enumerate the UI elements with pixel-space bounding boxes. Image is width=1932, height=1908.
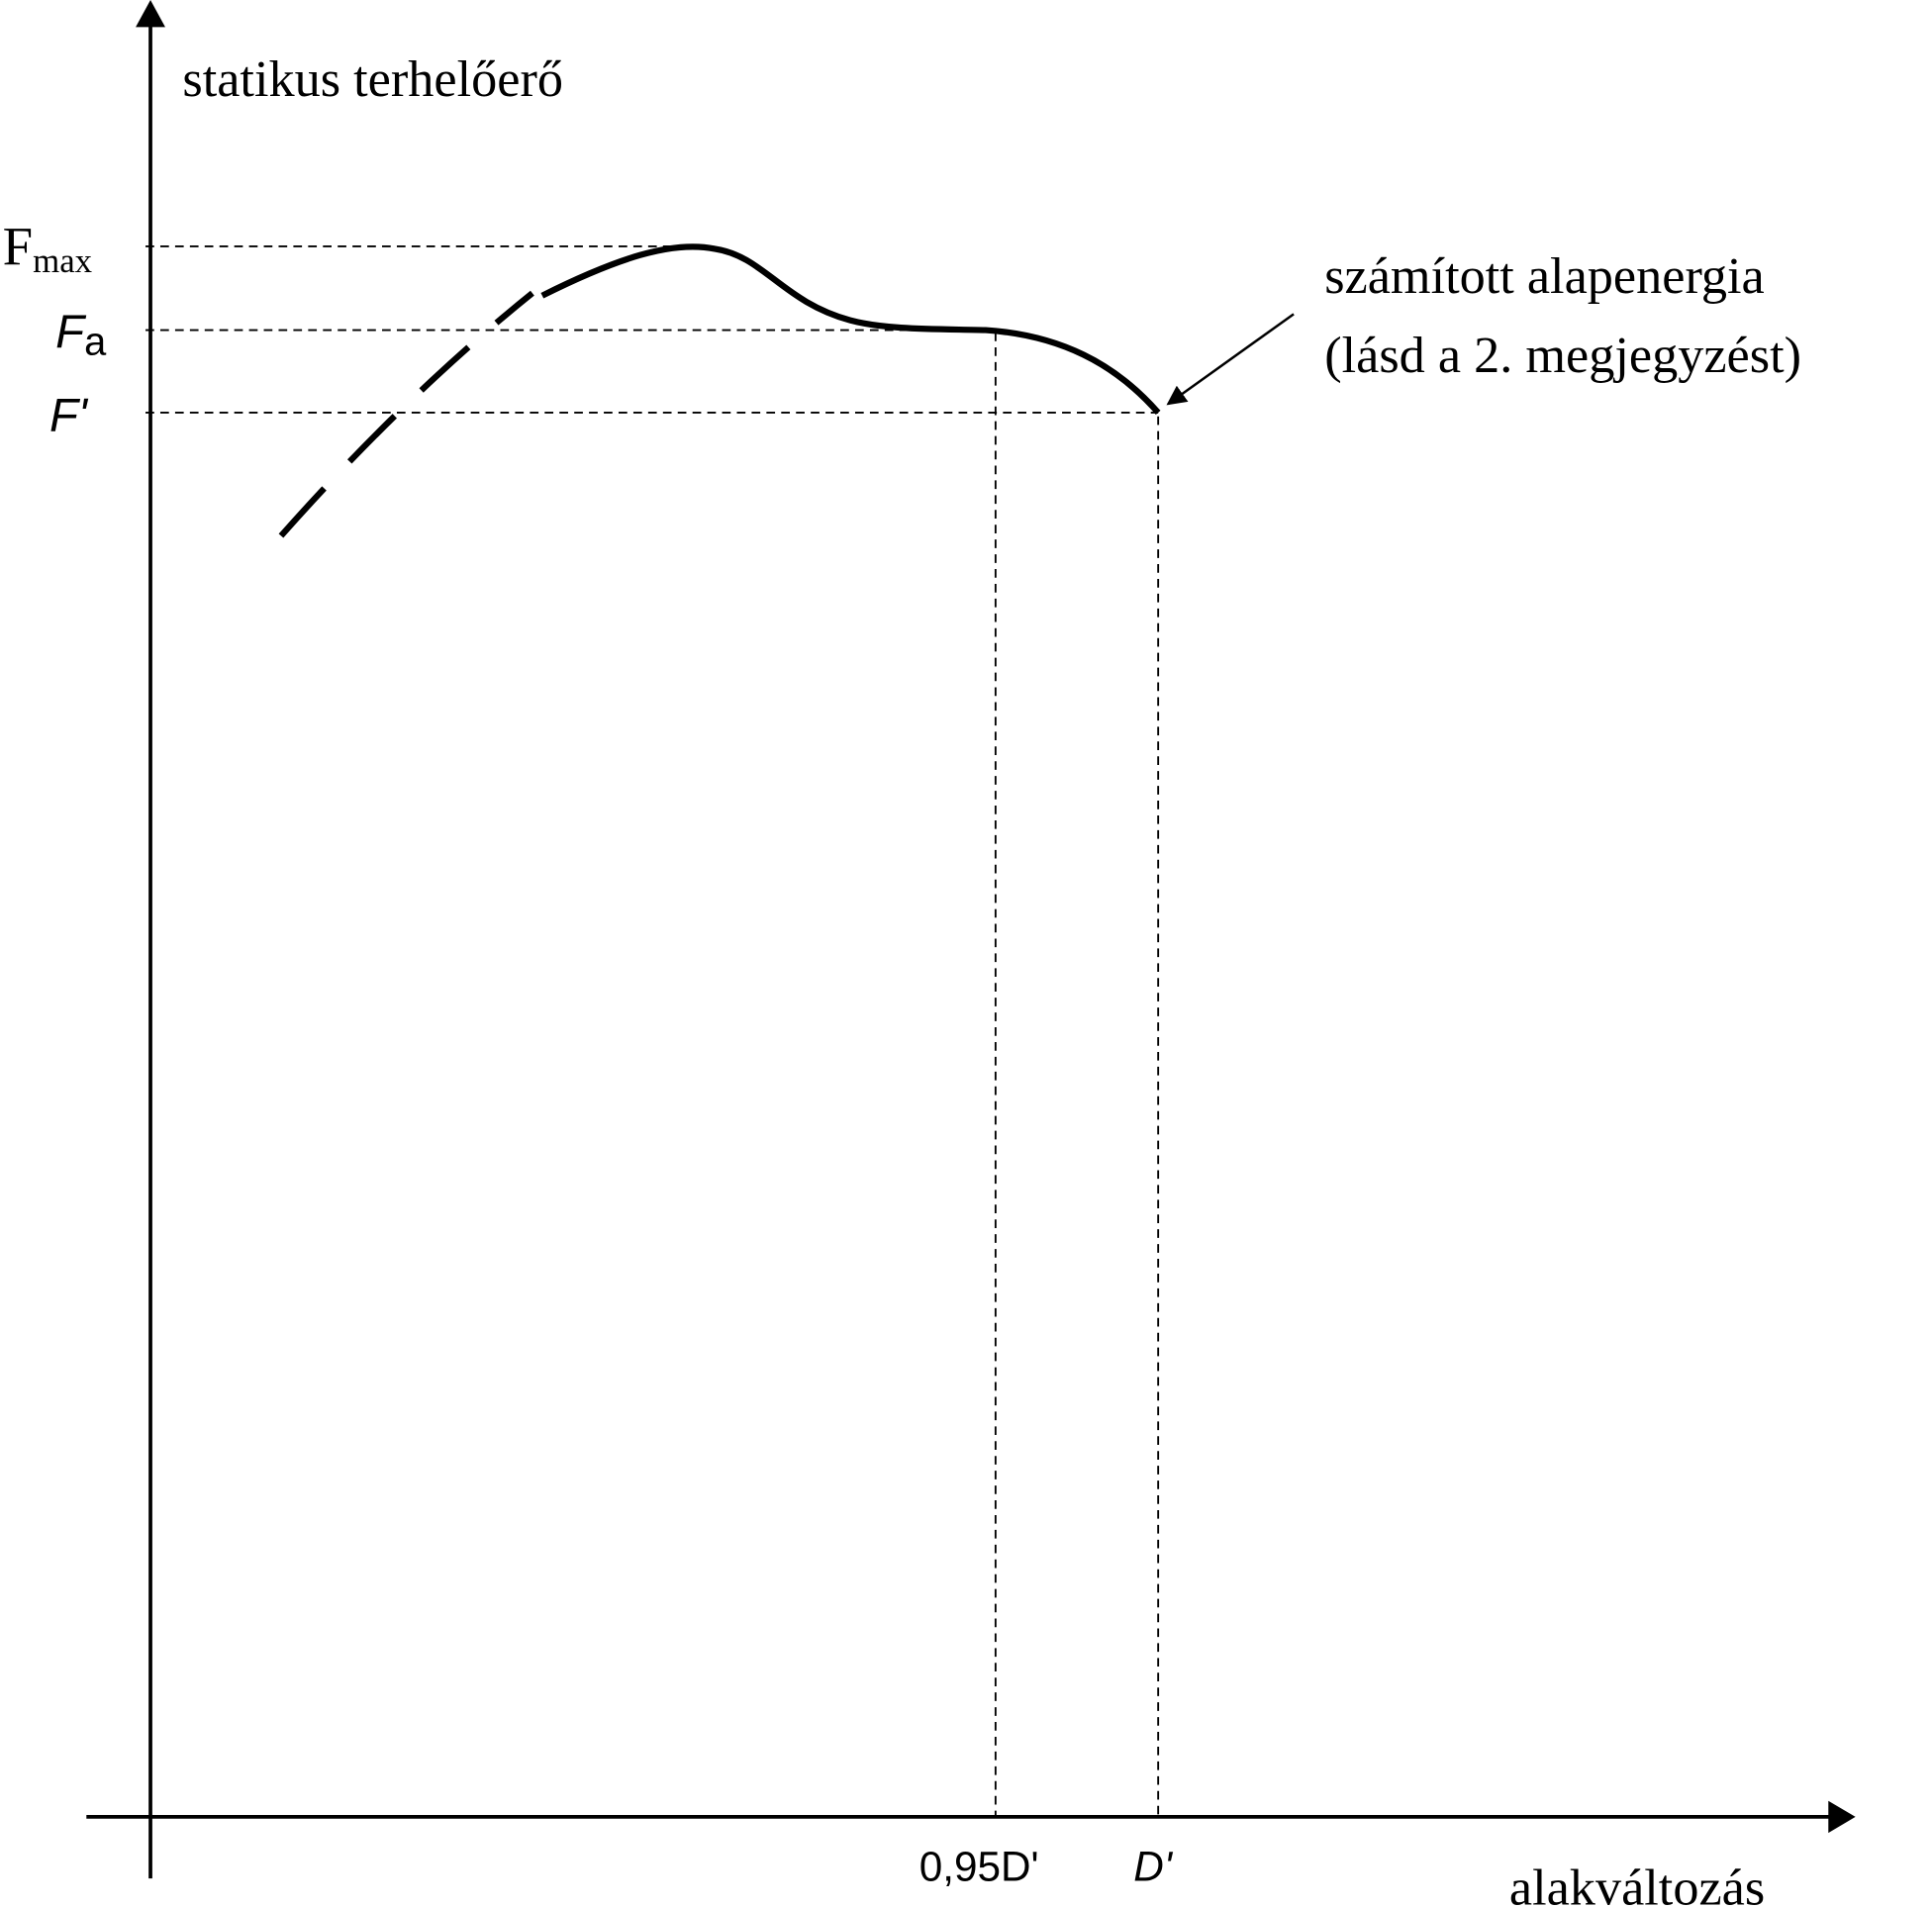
annotation-arrow xyxy=(1166,313,1295,406)
y-tick-fmax: Fmax xyxy=(3,217,92,280)
curve-dashed-segment xyxy=(278,290,534,538)
curve-solid-segment xyxy=(540,243,1161,416)
x-tick-d: D' xyxy=(1133,1844,1174,1890)
annotation-line-2: (lásd a 2. megjegyzést) xyxy=(1324,327,1801,384)
x-axis-label: alakváltozás xyxy=(1509,1859,1765,1908)
y-axis-arrow-icon xyxy=(136,0,165,28)
x-tick-095d: 0,95D' xyxy=(919,1844,1039,1890)
y-tick-fa: Fa xyxy=(55,306,107,363)
y-axis-label: statikus terhelőerő xyxy=(182,50,563,108)
x-axis-arrow-icon xyxy=(1828,1800,1856,1834)
y-tick-fprime: F' xyxy=(49,390,89,442)
annotation-line-1: számított alapenergia xyxy=(1324,247,1765,305)
